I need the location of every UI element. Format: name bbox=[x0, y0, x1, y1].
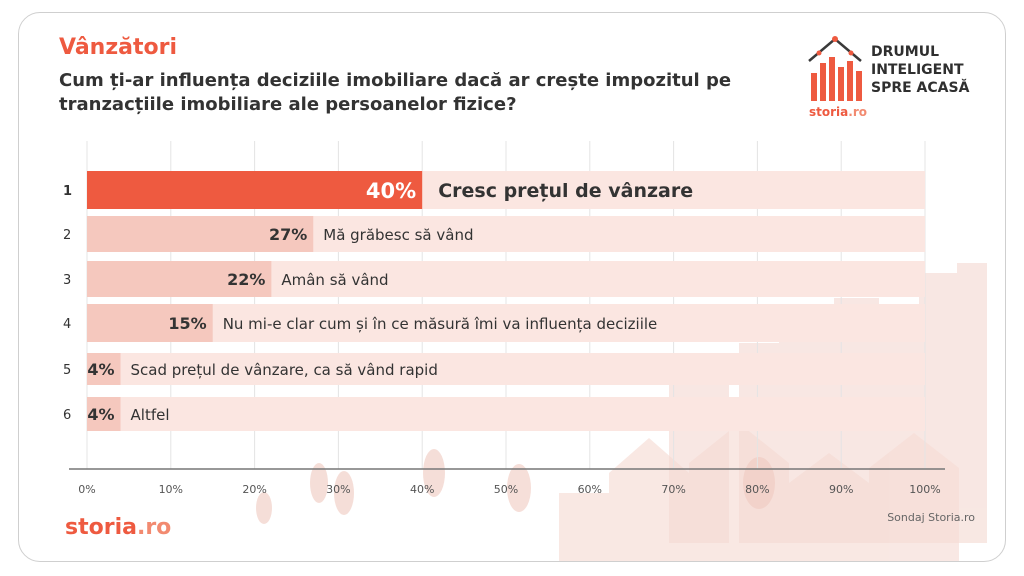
bar-track bbox=[87, 397, 925, 431]
x-tick-label: 50% bbox=[494, 483, 518, 496]
category-label: Mă grăbesc să vând bbox=[323, 226, 473, 244]
source-note: Sondaj Storia.ro bbox=[887, 511, 975, 524]
data-label: 4% bbox=[87, 360, 114, 379]
brand-badge: DRUMUL INTELIGENT SPRE ACASĂ storia.ro bbox=[805, 33, 985, 133]
bar bbox=[87, 397, 121, 431]
infographic-card: Vânzători Cum ți-ar influența deciziile … bbox=[18, 12, 1006, 562]
category-label: Cresc prețul de vânzare bbox=[438, 180, 693, 202]
category-label: Amân să vând bbox=[281, 271, 388, 289]
rank-label: 5 bbox=[63, 363, 71, 378]
bar bbox=[87, 304, 213, 342]
chart-bars: 1 40% Cresc prețul de vânzare 2 27% Mă grăbes… bbox=[63, 171, 925, 431]
rank-label: 3 bbox=[63, 273, 71, 288]
category-label: Scad prețul de vânzare, ca să vând rapid bbox=[131, 361, 438, 379]
data-label: 40% bbox=[366, 179, 416, 203]
x-tick-label: 100% bbox=[909, 483, 940, 496]
brand-tagline-line: INTELIGENT bbox=[871, 62, 964, 78]
data-label: 4% bbox=[87, 405, 114, 424]
data-label: 22% bbox=[227, 270, 265, 289]
x-axis: 0% 10% 20% 30% 40% 50% 60% 70% 80% 90% 100% bbox=[69, 468, 945, 496]
x-tick-label: 60% bbox=[578, 483, 602, 496]
brand-tagline-line: DRUMUL bbox=[871, 44, 939, 60]
category-label: Nu mi-e clar cum și în ce măsură îmi va … bbox=[223, 315, 658, 333]
rank-label: 2 bbox=[63, 228, 71, 243]
brand-tagline: DRUMUL INTELIGENT SPRE ACASĂ bbox=[871, 43, 969, 97]
x-tick-label: 0% bbox=[78, 483, 95, 496]
brand-site-tld: .ro bbox=[848, 105, 867, 119]
logo-tld: .ro bbox=[136, 515, 172, 540]
section-title: Vânzători bbox=[59, 35, 178, 60]
x-tick-label: 80% bbox=[745, 483, 769, 496]
chart-question: Cum ți-ar influența deciziile imobiliare… bbox=[59, 70, 732, 115]
rank-label: 4 bbox=[63, 317, 71, 332]
house-chart-icon bbox=[808, 36, 862, 101]
x-tick-label: 30% bbox=[326, 483, 350, 496]
rank-label: 1 bbox=[63, 184, 72, 199]
bar bbox=[87, 171, 423, 209]
brand-tagline-line: SPRE ACASĂ bbox=[871, 80, 970, 96]
data-label: 27% bbox=[269, 225, 307, 244]
brand-site-logo: storia.ro bbox=[809, 105, 867, 119]
x-tick-label: 40% bbox=[410, 483, 434, 496]
brand-site-name: storia bbox=[809, 105, 849, 119]
x-tick-label: 10% bbox=[159, 483, 183, 496]
bar bbox=[87, 216, 314, 252]
data-label: 15% bbox=[168, 314, 206, 333]
rank-label: 6 bbox=[63, 408, 71, 423]
x-tick-label: 70% bbox=[661, 483, 685, 496]
bar bbox=[87, 353, 121, 385]
x-tick-label: 90% bbox=[829, 483, 853, 496]
x-tick-label: 20% bbox=[242, 483, 266, 496]
bar-track bbox=[87, 304, 925, 342]
category-label: Altfel bbox=[131, 406, 170, 424]
logo-name: storia bbox=[65, 515, 137, 540]
bar-track bbox=[87, 353, 925, 385]
bar bbox=[87, 261, 272, 297]
storia-logo: storia.ro bbox=[65, 515, 171, 540]
